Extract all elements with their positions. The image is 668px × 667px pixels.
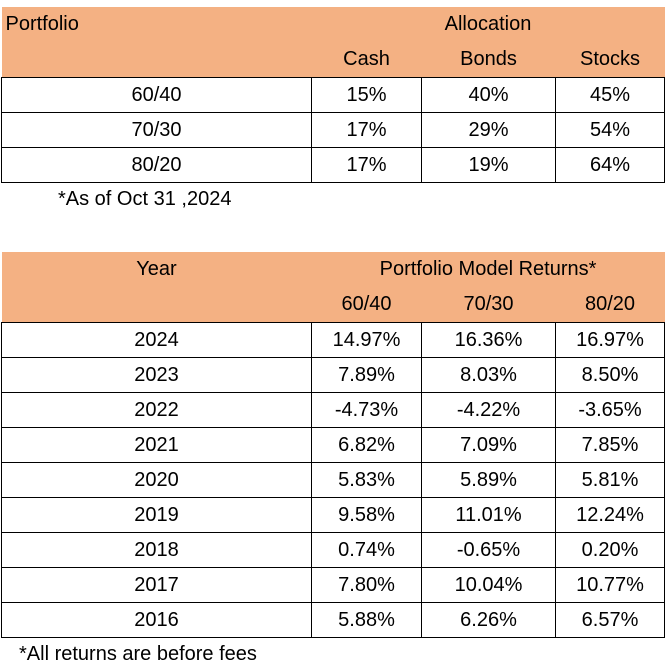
stocks-cell: 64% (555, 147, 665, 183)
return-70-30-cell: 7.09% (421, 427, 556, 463)
return-80-20-cell: -3.65% (554, 392, 666, 428)
year-cell: 2020 (1, 462, 312, 498)
cash-cell: 15% (311, 77, 422, 113)
year-cell: 2023 (1, 357, 312, 393)
allocation-header-row-2: Cash Bonds Stocks (1, 42, 665, 78)
allocation-table: Portfolio Allocation Cash Bonds Stocks 6… (1, 7, 665, 183)
return-70-30-cell: 11.01% (421, 497, 556, 533)
model-60-40-column-header: 60/40 (311, 287, 422, 323)
table-row: 2024 14.97% 16.36% 16.97% (1, 322, 666, 358)
return-70-30-cell: 10.04% (421, 567, 556, 603)
cash-column-header: Cash (311, 42, 422, 78)
stocks-column-header: Stocks (555, 42, 665, 78)
year-cell: 2017 (1, 567, 312, 603)
return-60-40-cell: 5.83% (311, 462, 422, 498)
allocation-header-blank (1, 42, 312, 78)
return-80-20-cell: 6.57% (554, 602, 666, 638)
year-cell: 2022 (1, 392, 312, 428)
year-cell: 2024 (1, 322, 312, 358)
return-70-30-cell: -0.65% (421, 532, 556, 568)
table-row: 2018 0.74% -0.65% 0.20% (1, 532, 666, 568)
table-row: 2021 6.82% 7.09% 7.85% (1, 427, 666, 463)
year-cell: 2021 (1, 427, 312, 463)
allocation-footnote: *As of Oct 31 ,2024 (58, 188, 232, 210)
stocks-cell: 54% (555, 112, 665, 148)
year-cell: 2016 (1, 602, 312, 638)
returns-group-header: Portfolio Model Returns* (311, 252, 665, 287)
return-60-40-cell: 0.74% (311, 532, 422, 568)
return-80-20-cell: 5.81% (554, 462, 666, 498)
return-60-40-cell: 7.89% (311, 357, 422, 393)
return-80-20-cell: 12.24% (554, 497, 666, 533)
model-80-20-column-header: 80/20 (555, 287, 665, 323)
returns-header-row-2: 60/40 70/30 80/20 (1, 287, 665, 323)
returns-table: Year Portfolio Model Returns* 60/40 70/3… (1, 252, 666, 638)
table-row: 2023 7.89% 8.03% 8.50% (1, 357, 666, 393)
returns-footnote: *All returns are before fees (19, 643, 257, 665)
model-70-30-column-header: 70/30 (421, 287, 556, 323)
return-60-40-cell: -4.73% (311, 392, 422, 428)
return-80-20-cell: 8.50% (554, 357, 666, 393)
return-70-30-cell: 16.36% (421, 322, 556, 358)
return-80-20-cell: 16.97% (554, 322, 666, 358)
table-row: 70/30 17% 29% 54% (1, 112, 665, 148)
year-header: Year (1, 252, 312, 287)
portfolio-header: Portfolio (1, 7, 312, 42)
table-row: 60/40 15% 40% 45% (1, 77, 665, 113)
table-row: 2019 9.58% 11.01% 12.24% (1, 497, 666, 533)
return-60-40-cell: 7.80% (311, 567, 422, 603)
table-row: 2020 5.83% 5.89% 5.81% (1, 462, 666, 498)
return-80-20-cell: 0.20% (554, 532, 666, 568)
allocation-header-row-1: Portfolio Allocation (1, 7, 665, 42)
table-row: 2022 -4.73% -4.22% -3.65% (1, 392, 666, 428)
return-60-40-cell: 14.97% (311, 322, 422, 358)
bonds-cell: 40% (421, 77, 556, 113)
return-60-40-cell: 5.88% (311, 602, 422, 638)
return-70-30-cell: 5.89% (421, 462, 556, 498)
returns-header-blank (1, 287, 312, 323)
return-80-20-cell: 10.77% (554, 567, 666, 603)
bonds-cell: 19% (421, 147, 556, 183)
return-60-40-cell: 6.82% (311, 427, 422, 463)
year-cell: 2018 (1, 532, 312, 568)
bonds-column-header: Bonds (421, 42, 556, 78)
cash-cell: 17% (311, 147, 422, 183)
table-row: 2017 7.80% 10.04% 10.77% (1, 567, 666, 603)
return-70-30-cell: -4.22% (421, 392, 556, 428)
return-70-30-cell: 8.03% (421, 357, 556, 393)
returns-header-row-1: Year Portfolio Model Returns* (1, 252, 665, 287)
allocation-group-header: Allocation (311, 7, 665, 42)
cash-cell: 17% (311, 112, 422, 148)
portfolio-cell: 80/20 (1, 147, 312, 183)
bonds-cell: 29% (421, 112, 556, 148)
table-row: 80/20 17% 19% 64% (1, 147, 665, 183)
portfolio-cell: 70/30 (1, 112, 312, 148)
return-80-20-cell: 7.85% (554, 427, 666, 463)
table-row: 2016 5.88% 6.26% 6.57% (1, 602, 666, 638)
return-70-30-cell: 6.26% (421, 602, 556, 638)
portfolio-cell: 60/40 (1, 77, 312, 113)
year-cell: 2019 (1, 497, 312, 533)
return-60-40-cell: 9.58% (311, 497, 422, 533)
stocks-cell: 45% (555, 77, 665, 113)
